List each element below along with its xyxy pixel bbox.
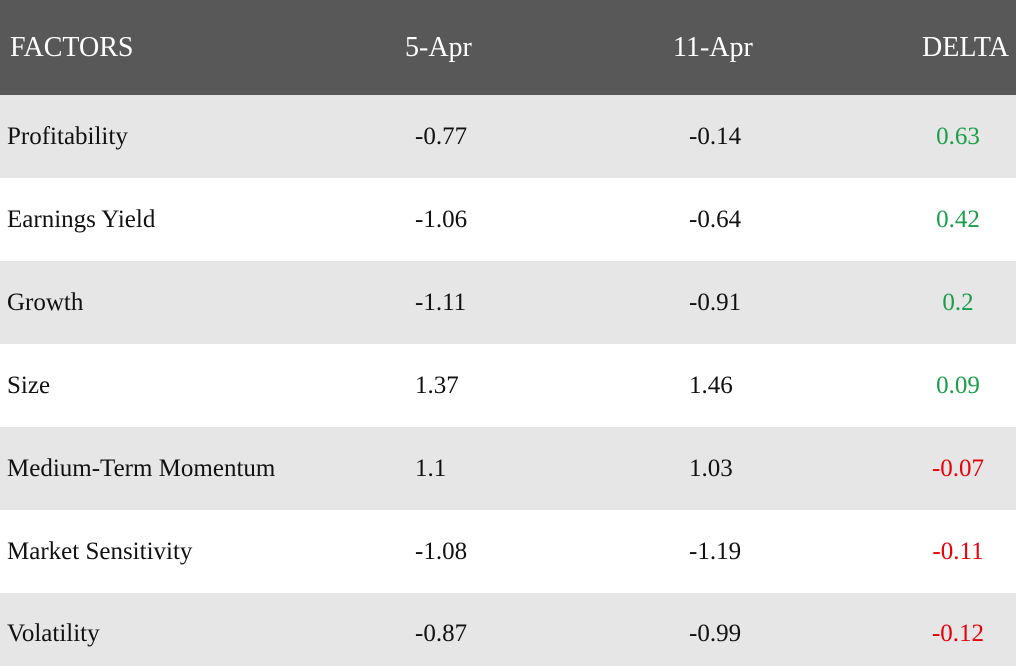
apr5-value-cell: -0.77: [415, 122, 468, 150]
table-header: FACTORS 5-Apr 11-Apr DELTA: [0, 0, 1016, 95]
apr11-value-cell: -0.99: [689, 620, 742, 647]
factor-cell: Growth: [7, 288, 84, 316]
column-header-delta: DELTA: [922, 31, 1009, 63]
table-row: Growth -1.11 -0.91 0.2: [0, 261, 1016, 344]
table-row: Market Sensitivity -1.08 -1.19 -0.11: [0, 510, 1016, 593]
delta-value-cell: -0.11: [932, 537, 984, 565]
table-row: Volatility -0.87 -0.99 -0.12: [0, 593, 1016, 666]
column-header-5-apr: 5-Apr: [405, 31, 472, 63]
apr5-value-cell: -0.87: [415, 620, 468, 647]
delta-value-cell: 0.2: [942, 288, 974, 316]
table-body: Profitability -0.77 -0.14 0.63 Earnings Yiel…: [0, 95, 1016, 666]
table-row: Size 1.37 1.46 0.09: [0, 344, 1016, 427]
delta-value-cell: 0.42: [936, 205, 980, 233]
factor-cell: Volatility: [7, 620, 100, 647]
apr11-value-cell: -0.14: [689, 122, 742, 150]
apr11-value-cell: -0.91: [689, 288, 742, 316]
apr5-value-cell: -1.11: [415, 288, 467, 316]
apr11-value-cell: 1.46: [689, 371, 733, 399]
table-row: Profitability -0.77 -0.14 0.63: [0, 95, 1016, 178]
delta-value-cell: -0.07: [931, 454, 985, 482]
apr11-value-cell: -0.64: [689, 205, 742, 233]
factor-cell: Profitability: [7, 122, 128, 150]
column-header-factors: FACTORS: [10, 31, 134, 63]
apr11-value-cell: -1.19: [689, 537, 742, 565]
table-row: Medium-Term Momentum 1.1 1.03 -0.07: [0, 427, 1016, 510]
apr11-value-cell: 1.03: [689, 454, 733, 482]
apr5-value-cell: 1.37: [415, 371, 459, 399]
apr5-value-cell: 1.1: [415, 454, 447, 482]
column-header-11-apr: 11-Apr: [673, 31, 753, 63]
factor-cell: Earnings Yield: [7, 205, 156, 233]
table-row: Earnings Yield -1.06 -0.64 0.42: [0, 178, 1016, 261]
factor-cell: Market Sensitivity: [7, 537, 193, 565]
apr5-value-cell: -1.06: [415, 205, 468, 233]
delta-value-cell: 0.09: [936, 371, 980, 399]
header-row: FACTORS 5-Apr 11-Apr DELTA: [0, 0, 1016, 95]
delta-value-cell: 0.63: [936, 122, 980, 150]
apr5-value-cell: -1.08: [415, 537, 468, 565]
factor-cell: Size: [7, 371, 51, 399]
delta-value-cell: -0.12: [931, 620, 985, 647]
factor-cell: Medium-Term Momentum: [7, 454, 276, 482]
